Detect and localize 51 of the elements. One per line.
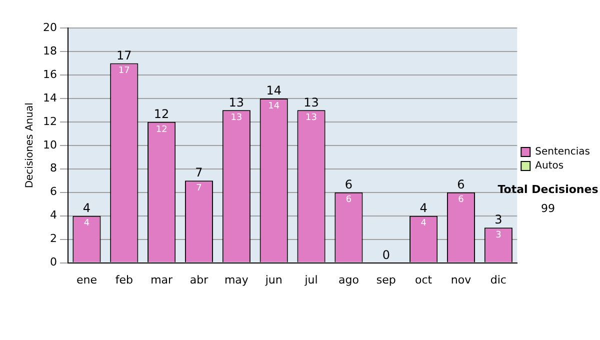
total-label: 13 [304, 95, 319, 110]
y-tick-label: 0 [50, 256, 57, 269]
x-tick-label: jul [304, 273, 318, 286]
data-label: 14 [268, 101, 280, 112]
y-tick-label: 20 [42, 20, 57, 34]
total-label: 0 [382, 248, 390, 262]
total-label: 13 [228, 95, 244, 110]
annotation: Total Decisiones [498, 182, 599, 196]
y-tick-label: 6 [50, 185, 57, 198]
x-tick-label: jun [264, 273, 282, 286]
text: 99 [541, 202, 555, 215]
total-label: 12 [154, 107, 170, 122]
total-label: 4 [82, 200, 91, 215]
x-tick-label: abr [190, 273, 209, 286]
data-label: 3 [496, 230, 502, 240]
total-label: 4 [420, 200, 428, 215]
x-tick-label: may [224, 273, 249, 286]
legend-label: Autos [535, 160, 564, 172]
total-label: 6 [344, 177, 353, 192]
legend-label: Sentencias [535, 146, 590, 158]
total-label: 14 [266, 84, 282, 98]
data-label: 4 [420, 218, 427, 229]
data-label: 4 [84, 218, 90, 229]
y-tick-label: 14 [42, 91, 57, 104]
data-label: 6 [346, 195, 352, 206]
data-label: 6 [458, 195, 464, 206]
y-axis-title: Decisiones Anual [24, 102, 36, 188]
y-tick-label: 16 [42, 68, 57, 81]
y-tick-label: 18 [42, 44, 57, 58]
y-tick-label: 2 [50, 232, 57, 246]
x-tick-label: feb [115, 273, 133, 286]
data-label: 13 [230, 113, 242, 124]
data-label: 13 [306, 113, 318, 124]
y-tick-label: 4 [50, 208, 57, 222]
y-tick-label: 10 [42, 138, 57, 152]
y-tick-label: 12 [42, 114, 57, 128]
total-label: 3 [494, 212, 502, 227]
data-label: 7 [196, 183, 202, 194]
data-label: 17 [118, 66, 130, 76]
total-label: 17 [116, 48, 132, 62]
x-tick-label: mar [150, 273, 174, 286]
x-tick-label: oct [415, 273, 433, 286]
x-tick-label: ago [338, 273, 360, 286]
x-tick-label: dic [490, 273, 506, 286]
y-tick-label: 8 [50, 162, 57, 175]
x-tick-label: sep [376, 273, 396, 286]
x-tick-label: nov [450, 273, 472, 286]
total-label: 6 [457, 177, 465, 192]
total-label: 7 [195, 166, 203, 180]
x-tick-label: ene [76, 273, 98, 286]
data-label: 12 [156, 124, 168, 135]
